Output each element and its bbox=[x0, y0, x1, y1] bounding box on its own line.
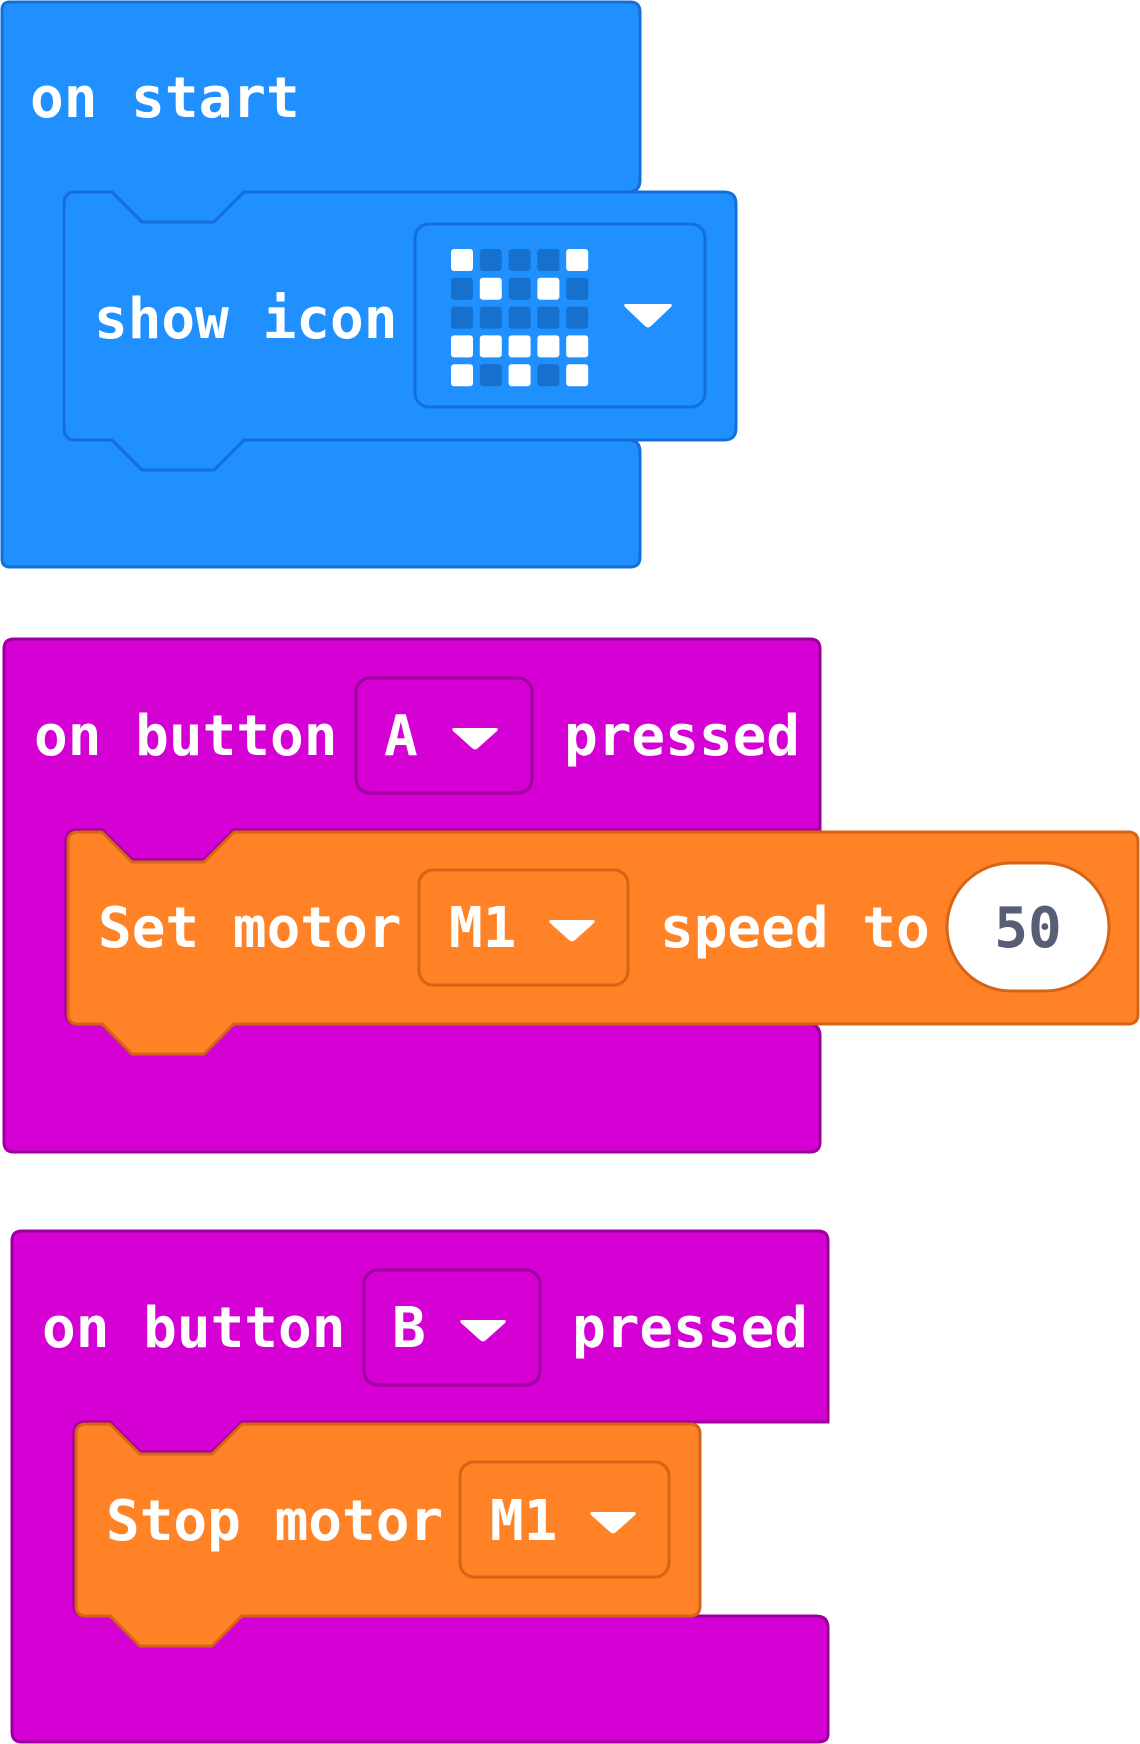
led-4-1[interactable] bbox=[480, 364, 502, 386]
on-start-label: on start bbox=[30, 66, 300, 131]
led-1-0[interactable] bbox=[451, 278, 473, 300]
led-2-2[interactable] bbox=[509, 307, 531, 329]
set-motor-block[interactable]: Set motor M1 speed to 50 bbox=[68, 832, 1138, 1054]
stop-motor-dropdown[interactable]: M1 bbox=[460, 1462, 669, 1577]
led-0-0[interactable] bbox=[451, 249, 473, 271]
on-button-a-block[interactable]: on button A pressed Set motor M1 speed t… bbox=[4, 639, 1138, 1152]
led-1-1[interactable] bbox=[480, 278, 502, 300]
icon-dropdown[interactable] bbox=[415, 224, 705, 407]
led-3-3[interactable] bbox=[537, 335, 559, 357]
on-button-b-suffix: pressed bbox=[572, 1296, 808, 1361]
motor-value: M1 bbox=[449, 896, 516, 961]
speed-to-label: speed to bbox=[660, 896, 930, 961]
led-0-4[interactable] bbox=[566, 249, 588, 271]
on-button-b-block[interactable]: on button B pressed Stop motor M1 bbox=[12, 1231, 828, 1742]
led-4-3[interactable] bbox=[537, 364, 559, 386]
on-button-b-prefix: on button bbox=[42, 1296, 345, 1361]
led-4-2[interactable] bbox=[509, 364, 531, 386]
show-icon-block[interactable]: show icon bbox=[64, 192, 736, 470]
led-1-2[interactable] bbox=[509, 278, 531, 300]
on-button-a-prefix: on button bbox=[34, 704, 337, 769]
motor-dropdown[interactable]: M1 bbox=[419, 870, 628, 985]
speed-input[interactable]: 50 bbox=[947, 863, 1109, 991]
led-0-3[interactable] bbox=[537, 249, 559, 271]
button-b-dropdown[interactable]: B bbox=[364, 1270, 540, 1385]
set-motor-label: Set motor bbox=[98, 896, 401, 961]
led-3-0[interactable] bbox=[451, 335, 473, 357]
led-2-0[interactable] bbox=[451, 307, 473, 329]
led-matrix-grid bbox=[451, 249, 588, 386]
speed-value[interactable]: 50 bbox=[994, 896, 1061, 961]
led-2-4[interactable] bbox=[566, 307, 588, 329]
led-1-3[interactable] bbox=[537, 278, 559, 300]
led-0-1[interactable] bbox=[480, 249, 502, 271]
stop-motor-value: M1 bbox=[490, 1489, 557, 1554]
button-a-dropdown[interactable]: A bbox=[356, 678, 532, 793]
led-3-2[interactable] bbox=[509, 335, 531, 357]
on-start-block[interactable]: on start show icon bbox=[2, 2, 736, 567]
button-b-value: B bbox=[392, 1296, 426, 1361]
led-4-4[interactable] bbox=[566, 364, 588, 386]
led-3-1[interactable] bbox=[480, 335, 502, 357]
led-2-3[interactable] bbox=[537, 307, 559, 329]
led-2-1[interactable] bbox=[480, 307, 502, 329]
led-4-0[interactable] bbox=[451, 364, 473, 386]
stop-motor-label: Stop motor bbox=[106, 1489, 443, 1554]
led-0-2[interactable] bbox=[509, 249, 531, 271]
show-icon-label: show icon bbox=[94, 287, 397, 352]
button-a-value: A bbox=[384, 704, 418, 769]
stop-motor-block[interactable]: Stop motor M1 bbox=[76, 1424, 700, 1646]
led-1-4[interactable] bbox=[566, 278, 588, 300]
led-3-4[interactable] bbox=[566, 335, 588, 357]
on-button-a-suffix: pressed bbox=[564, 704, 800, 769]
